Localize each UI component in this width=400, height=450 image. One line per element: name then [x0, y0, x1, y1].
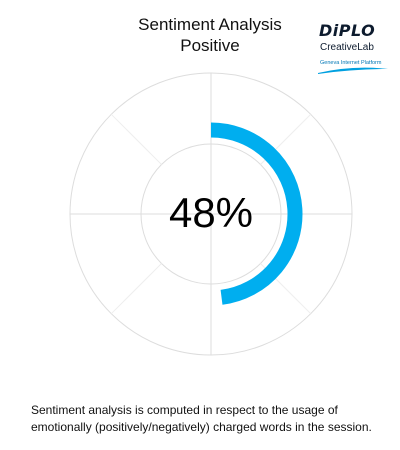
chart-grid — [69, 72, 353, 356]
logo-swoosh-icon — [318, 67, 388, 74]
logo-sub: CreativeLab — [320, 42, 374, 53]
footnote-line-2: emotionally (positively/negatively) char… — [31, 420, 372, 434]
center-value-label: 48% — [169, 189, 253, 236]
footnote: Sentiment analysis is computed in respec… — [31, 402, 391, 436]
footnote-line-1: Sentiment analysis is computed in respec… — [31, 403, 338, 417]
logo-name: DiPLO — [319, 21, 376, 40]
progress-arc — [210, 122, 303, 305]
grid-diagonal-line-3 — [110, 263, 162, 315]
chart-title-block: Sentiment Analysis Positive — [95, 14, 325, 56]
chart-title: Sentiment Analysis — [138, 15, 282, 34]
grid-diagonal-line-4 — [110, 113, 162, 165]
diplo-logo: DiPLO CreativeLab Geneva Internet Platfo… — [316, 22, 396, 82]
chart-subtitle: Positive — [180, 36, 240, 55]
logo-tagline: Geneva Internet Platform — [320, 60, 382, 66]
